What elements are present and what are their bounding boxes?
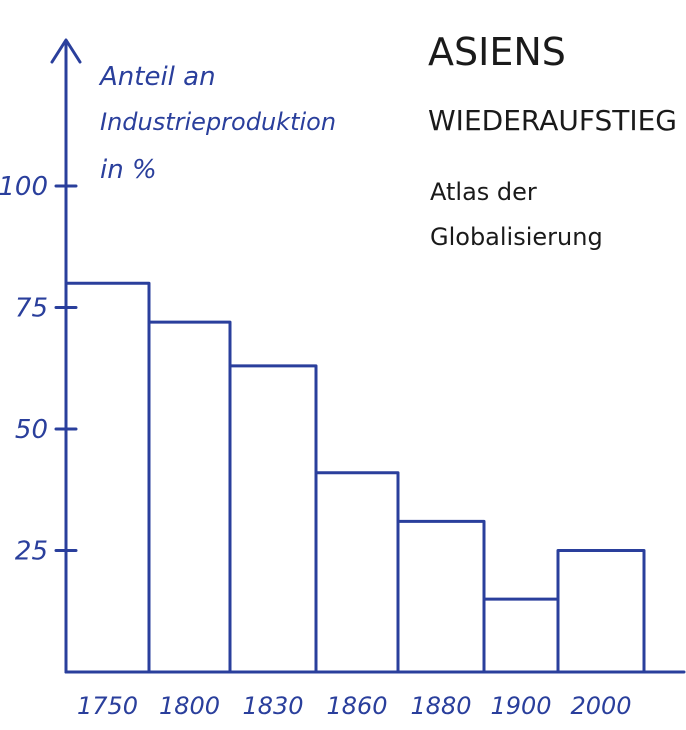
- chart-subtitle-line1: Atlas der: [430, 178, 537, 206]
- x-tick-label-1750: 1750: [77, 692, 138, 720]
- x-tick-label-2000: 2000: [570, 692, 631, 720]
- y-tick-label: 25: [15, 537, 48, 567]
- bar-1830: [228, 364, 318, 674]
- y-axis-label-line2: Industrieproduktion: [100, 108, 336, 136]
- y-tick-label: 75: [15, 294, 48, 324]
- x-ticks: 1750 1800 1830 1860 1880 1900 2000: [77, 692, 632, 720]
- y-axis-label-line1: Anteil an: [98, 62, 216, 92]
- y-tick-label: 100: [0, 172, 48, 202]
- x-tick-label-1880: 1880: [410, 692, 471, 720]
- x-tick-label-1860: 1860: [326, 692, 387, 720]
- bars: [64, 281, 646, 674]
- bar-1900: [482, 597, 560, 674]
- chart-title-line1: ASIENS: [428, 30, 566, 74]
- bar-1800: [147, 320, 232, 674]
- y-ticks: 25 50 75 100: [0, 172, 78, 567]
- y-axis-arrow: [50, 38, 82, 64]
- chart-subtitle-line2: Globalisierung: [430, 223, 603, 251]
- x-tick-label-1900: 1900: [490, 692, 551, 720]
- bar-1750: [64, 281, 151, 674]
- x-tick-label-1800: 1800: [159, 692, 220, 720]
- bar-1860: [314, 471, 400, 674]
- y-axis-label-line3: in %: [100, 155, 157, 185]
- bar-1880: [396, 519, 486, 674]
- chart-title-line2: WIEDERAUFSTIEG: [428, 104, 677, 137]
- bar-2000: [556, 549, 646, 674]
- x-tick-label-1830: 1830: [242, 692, 303, 720]
- y-tick-label: 50: [15, 415, 48, 445]
